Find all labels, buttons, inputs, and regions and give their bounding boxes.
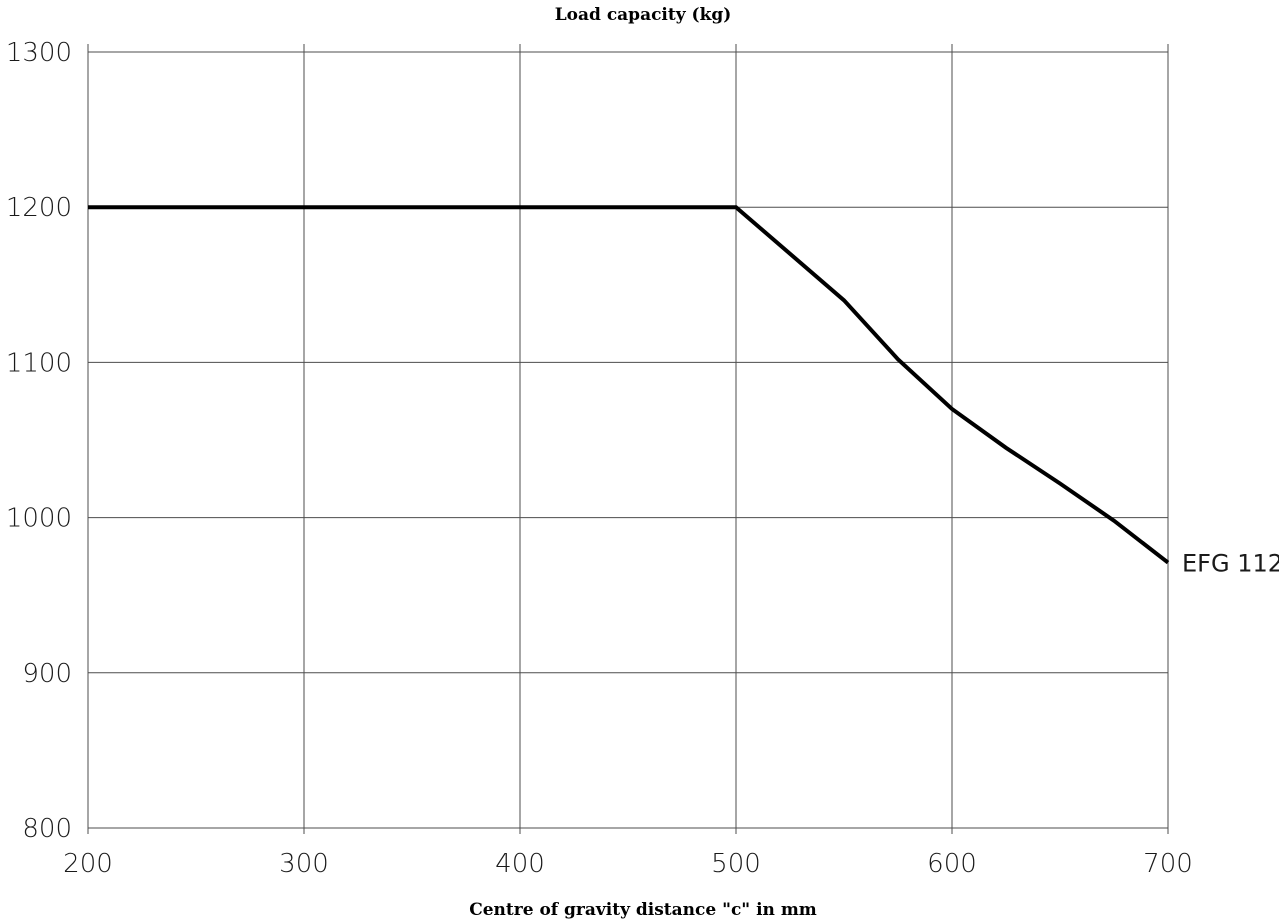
y-tick-label: 900 xyxy=(22,659,72,689)
y-tick-label: 1300 xyxy=(6,38,72,68)
series-line xyxy=(88,205,1170,565)
x-tick-label: 300 xyxy=(279,849,329,879)
x-tick-label: 600 xyxy=(927,849,977,879)
y-tick-label: 800 xyxy=(22,814,72,844)
y-axis-ticks: 800 900 1000 1100 1200 1300 xyxy=(6,38,72,844)
grid xyxy=(87,44,1169,834)
y-tick-label: 1000 xyxy=(6,504,72,534)
x-tick-label: 400 xyxy=(495,849,545,879)
series-label: EFG 112 xyxy=(1182,550,1279,578)
series: EFG 112 xyxy=(88,205,1279,578)
y-axis-title: Load capacity (kg) xyxy=(555,5,732,25)
y-tick-label: 1200 xyxy=(6,193,72,223)
x-tick-label: 200 xyxy=(63,849,113,879)
x-axis-title: Centre of gravity distance "c" in mm xyxy=(469,900,817,920)
x-axis-ticks: 200 300 400 500 600 700 xyxy=(63,849,1193,879)
y-tick-label: 1100 xyxy=(6,348,72,378)
x-tick-label: 500 xyxy=(711,849,761,879)
x-tick-label: 700 xyxy=(1143,849,1193,879)
